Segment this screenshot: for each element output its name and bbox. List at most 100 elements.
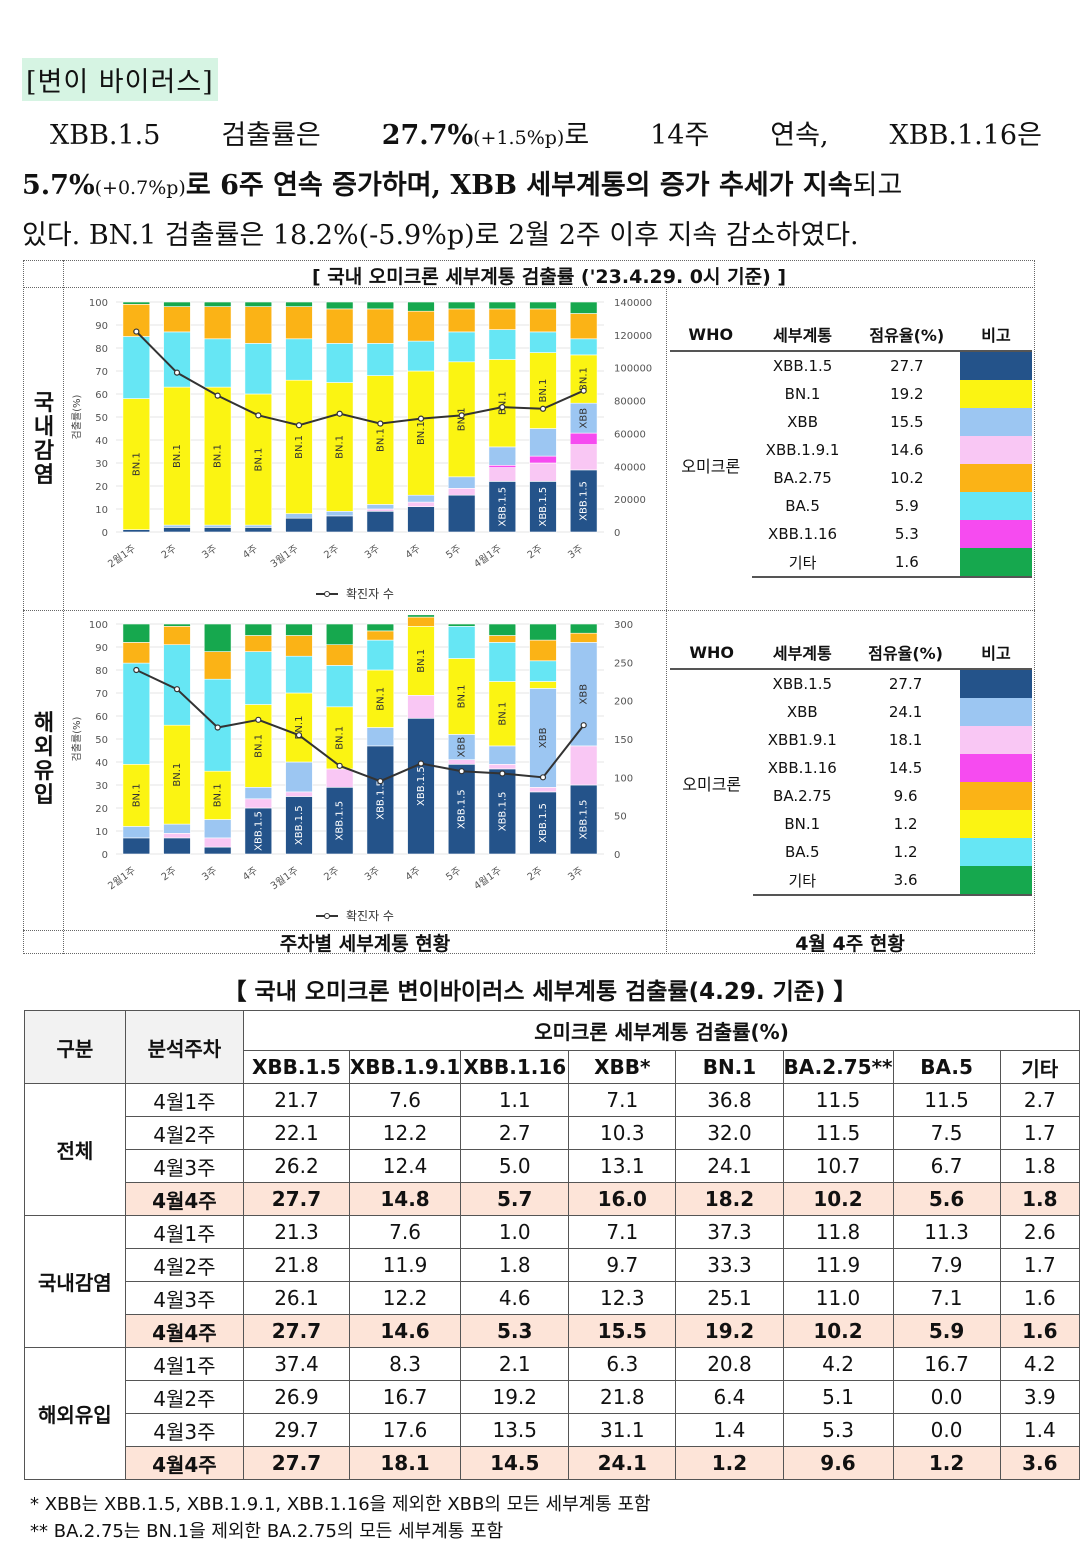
- legend-label: 확진자 수: [346, 909, 394, 923]
- row-label-char: 입: [33, 783, 55, 808]
- rate-cell: 0.0: [892, 1380, 1001, 1414]
- table-row: 전체 4월1주 21.7 7.6 1.1 7.1 36.8 11.5 11.5 2.7: [24, 1083, 1080, 1216]
- rate-cell: 12.2: [348, 1281, 462, 1315]
- y-tick-label: 100: [89, 298, 108, 309]
- rate-cell: 10.2: [782, 1314, 894, 1348]
- bar-segment-xbb: [569, 402, 598, 434]
- bar-segment-bn1: [244, 393, 273, 526]
- x-tick-label: 2주: [160, 865, 179, 883]
- bar-segment-ba275: [163, 626, 191, 645]
- bar-segment-label: BN.1: [213, 783, 224, 807]
- bar-segment-xbb: [407, 494, 435, 503]
- x-tick-label: 4주: [241, 543, 260, 561]
- bar-segment-other: [366, 623, 395, 632]
- y2-tick-label: 120000: [614, 331, 652, 342]
- bar-segment-xbb191: [529, 787, 557, 793]
- bar-segment-xbb: [163, 524, 191, 528]
- y-tick-label: 80: [95, 344, 108, 355]
- divider: [23, 287, 1035, 288]
- week-label: 4월4주: [124, 1314, 245, 1348]
- share-table-row: XBB.1.16 14.5: [670, 754, 1032, 782]
- bar-segment-xbb: [163, 823, 191, 834]
- rate-cell: 21.3: [243, 1215, 350, 1249]
- bar-segment-xbb191: [529, 462, 557, 482]
- bar-segment-xbb: [244, 524, 273, 528]
- bar-segment-xbb: [529, 428, 557, 457]
- share-table-row: BN.1 19.2: [670, 380, 1032, 408]
- bar-segment-ba275: [447, 308, 476, 333]
- lineage-share: 3.6: [851, 866, 960, 896]
- cases-point: [499, 770, 506, 777]
- bar-segment-ba275: [366, 308, 395, 344]
- rate-cell: 10.7: [782, 1149, 894, 1183]
- bar-segment-xbb191: [203, 837, 232, 848]
- week-label: 4월1주: [124, 1083, 245, 1117]
- lineage-color-swatch: [960, 492, 1032, 520]
- table-row: 4월4주 27.7 14.8 5.7 16.0 18.2 10.2 5.6 1.8: [25, 1182, 1080, 1216]
- bar-segment-other: [244, 623, 273, 636]
- x-tick-label: 4주: [404, 543, 423, 561]
- rate-cell: 11.5: [782, 1083, 894, 1117]
- header-lineage: BN.1: [675, 1050, 784, 1084]
- x-tick-label: 3월1주: [268, 865, 300, 893]
- bar-segment-label: BN.1: [457, 407, 468, 431]
- bar-segment-xbb15: [447, 764, 476, 855]
- text-pct-value: 27.7%: [381, 120, 474, 151]
- bar-segment-xbb15: [366, 745, 395, 855]
- row-label-char: 감: [33, 439, 55, 464]
- bar-segment-ba5: [325, 665, 354, 708]
- week-label: 4월2주: [124, 1116, 245, 1150]
- rate-cell: 5.3: [782, 1413, 894, 1447]
- lineage-name: XBB: [787, 413, 818, 431]
- x-tick-label: 4주: [404, 865, 423, 883]
- bar-segment-label: XBB: [457, 737, 468, 758]
- y-tick-label: 40: [95, 758, 108, 769]
- lineage-color-swatch: [960, 548, 1032, 578]
- bar-segment-ba275: [529, 308, 557, 333]
- y-tick-label: 90: [95, 321, 108, 332]
- rate-cell: 24.1: [568, 1446, 677, 1480]
- rate-cell: 11.5: [892, 1083, 1001, 1117]
- domestic-chart: 0 10 20 30 40 50 60 70 80 90 100 0 20000 40000 60000 80…: [71, 298, 652, 601]
- share-table-row: XBB.1.16 5.3: [670, 520, 1032, 548]
- rate-cell: 1.8: [460, 1248, 570, 1282]
- cases-point: [539, 774, 547, 781]
- rate-cell: 6.3: [568, 1347, 677, 1381]
- bar-segment-ba275: [488, 308, 517, 330]
- bar-segment-bn1: [325, 382, 354, 512]
- rate-cell: 1.7: [999, 1116, 1080, 1150]
- rate-cell: 7.5: [892, 1116, 1001, 1150]
- bar-segment-label: XBB: [579, 684, 590, 705]
- table-row: 4월2주 26.9 16.7 19.2 21.8 6.4 5.1 0.0 3.9: [25, 1380, 1080, 1414]
- bar-segment-xbb: [244, 787, 273, 800]
- lineage-share: 5.3: [894, 525, 919, 543]
- lineage-share: 18.1: [888, 731, 923, 749]
- lineage-color-swatch: [960, 698, 1032, 726]
- bar-segment-xbb15: [244, 527, 273, 533]
- y2-tick-label: 200: [614, 697, 633, 708]
- lineage-name: XBB.1.5: [772, 675, 833, 693]
- rate-cell: 31.1: [568, 1413, 677, 1447]
- bar-segment-bn1: [407, 626, 435, 696]
- bar-segment-label: XBB.1.5: [253, 811, 264, 851]
- bar-segment-ba5: [122, 336, 151, 399]
- bar-segment-label: XBB.1.5: [497, 792, 508, 832]
- row-label-char: 내: [33, 415, 55, 440]
- bar-segment-ba5: [122, 662, 151, 765]
- rate-cell: 11.9: [782, 1248, 894, 1282]
- rate-cell: 0.0: [892, 1413, 1001, 1447]
- y-tick-label: 70: [95, 367, 108, 378]
- text-rate: 검출률은: [221, 120, 321, 151]
- lineage-name: XBB1.9.1: [767, 731, 837, 749]
- bar-segment-xbb15: [122, 529, 151, 533]
- section-title: [변이 바이러스]: [22, 58, 218, 101]
- cases-point: [133, 666, 140, 674]
- bar-segment-ba275: [488, 635, 517, 643]
- lineage-color-swatch: [960, 810, 1032, 838]
- bar-segment-xbb15: [447, 494, 476, 533]
- divider: [666, 287, 667, 954]
- share-table-header: 점유율(%): [851, 636, 960, 670]
- rate-cell: 1.7: [999, 1248, 1080, 1282]
- x-tick-label: 5주: [444, 865, 463, 883]
